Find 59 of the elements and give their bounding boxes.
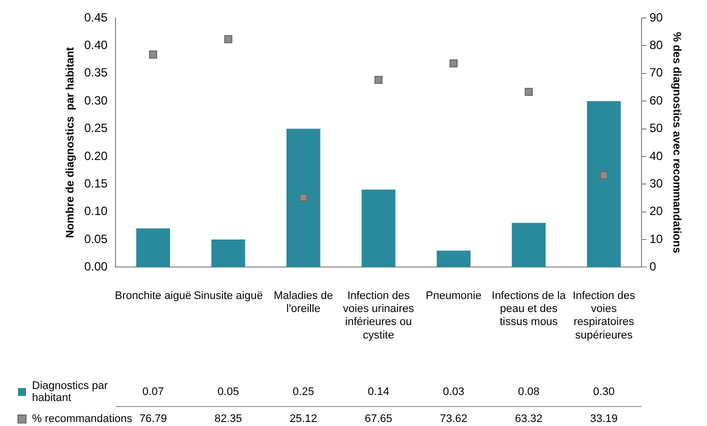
y-axis-title: Nombre de diagnostics par habitant	[64, 46, 77, 238]
legend-label: % recommandations	[32, 413, 133, 426]
y2-tick-label: 20	[649, 204, 664, 218]
data-label: 0.14	[368, 386, 390, 398]
point	[600, 171, 608, 180]
y-tick-label: 0.00	[84, 260, 108, 274]
legend-label: Diagnostics par habitant	[32, 380, 108, 404]
data-label: 33.19	[590, 413, 618, 426]
y-tick-label: 0.10	[84, 204, 108, 218]
data-label: 0.08	[518, 386, 540, 398]
data-label: 76.79	[139, 413, 167, 426]
y2-tick-label: 60	[649, 93, 664, 108]
point	[149, 50, 158, 59]
bar	[586, 101, 621, 268]
x-tick-label: Infections de la peau et des tissus mous	[492, 290, 567, 328]
data-label: 25.12	[290, 413, 318, 426]
x-tick-label: Sinusite aiguë	[194, 290, 263, 302]
x-tick-label: Maladies de l'oreille	[274, 290, 334, 316]
data-label: 67.65	[364, 413, 392, 426]
y-tick-label: 0.05	[84, 232, 108, 246]
data-label: 0.25	[292, 386, 314, 398]
y-tick-label: 0.15	[84, 176, 108, 190]
bar	[211, 240, 246, 268]
y2-tick-label: 0	[649, 260, 656, 274]
y-tick-label: 0.30	[84, 93, 108, 108]
data-label: 82.35	[214, 413, 242, 426]
point	[224, 35, 232, 44]
point	[450, 59, 458, 68]
data-label: 0.05	[218, 386, 239, 398]
bar	[286, 128, 320, 268]
data-label: 0.03	[442, 386, 464, 398]
point	[524, 88, 533, 96]
y2-tick-label: 90	[649, 10, 664, 24]
x-tick-label: Infection des voies respiratoires supérieures	[572, 290, 636, 342]
y2-tick-label: 80	[649, 38, 664, 52]
y2-axis-title: % des diagnostics avec recommandations	[670, 32, 682, 254]
y2-tick-label: 40	[649, 148, 664, 163]
point	[299, 194, 308, 202]
x-tick-label: Bronchite aiguë	[114, 290, 192, 302]
bar	[512, 222, 546, 268]
y-tick-label: 0.20	[84, 148, 108, 163]
y-tick-label: 0.45	[84, 10, 108, 24]
point	[374, 76, 383, 84]
y2-tick-label: 50	[649, 121, 664, 136]
bar	[436, 250, 471, 268]
x-tick-label: Infection des voies urinaires inférieures ou cystite	[343, 290, 414, 342]
bar	[136, 228, 170, 268]
data-label: 0.07	[142, 386, 164, 398]
y-tick-label: 0.35	[84, 66, 108, 80]
y2-tick-label: 10	[649, 232, 664, 246]
data-label: 0.30	[593, 386, 615, 398]
y2-tick-label: 70	[649, 66, 664, 80]
y2-tick-label: 30	[649, 176, 664, 190]
data-label: 73.62	[440, 413, 468, 426]
y-tick-label: 0.40	[84, 38, 108, 52]
data-label: 63.32	[514, 413, 543, 426]
x-tick-label: Pneumonie	[426, 290, 482, 302]
bar	[362, 190, 396, 268]
y-tick-label: 0.25	[84, 121, 108, 136]
